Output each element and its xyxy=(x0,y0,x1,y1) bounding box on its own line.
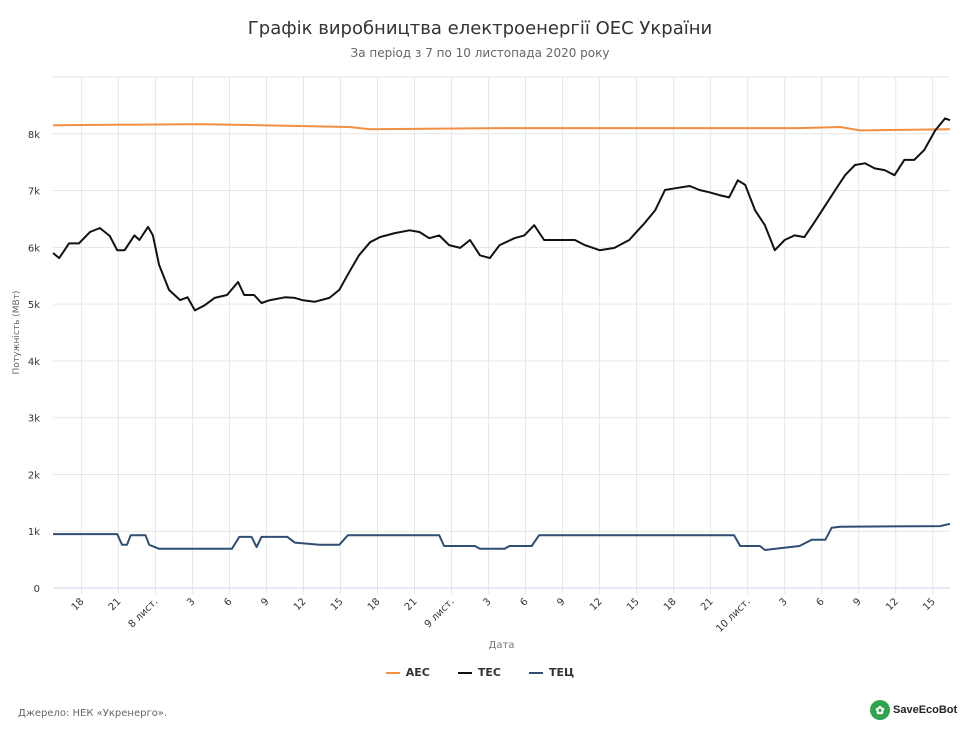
y-tick-label: 2k xyxy=(28,470,40,481)
x-tick-label: 9 лист. xyxy=(423,596,457,630)
x-tick-label: 21 xyxy=(699,596,716,613)
chart-subtitle: За період з 7 по 10 листопада 2020 року xyxy=(350,46,610,60)
legend-item-aes[interactable]: АЕС xyxy=(385,666,430,679)
y-tick-label: 7k xyxy=(28,187,40,198)
chart-title: Графік виробництва електроенергії ОЕС Ук… xyxy=(247,18,713,39)
y-tick-label: 4k xyxy=(28,357,40,368)
y-tick-label: 3k xyxy=(28,414,40,425)
x-tick-label: 15 xyxy=(625,596,642,613)
x-tick-label: 8 лист. xyxy=(127,596,161,630)
x-tick-label: 3 xyxy=(481,596,493,608)
x-tick-label: 18 xyxy=(366,596,383,613)
legend: АЕС ТЕС ТЕЦ xyxy=(0,666,960,679)
x-tick-label: 12 xyxy=(292,596,309,613)
series-line-ТЕС xyxy=(52,117,951,312)
legend-swatch xyxy=(385,671,400,674)
y-tick-label: 0 xyxy=(34,584,40,595)
legend-swatch xyxy=(457,671,472,674)
x-tick-label: 9 xyxy=(555,596,567,608)
legend-label: ТЕС xyxy=(477,666,501,679)
x-tick-label: 21 xyxy=(107,596,124,613)
legend-label: ТЕЦ xyxy=(548,666,575,679)
x-tick-label: 12 xyxy=(884,596,901,613)
x-tick-label: 21 xyxy=(403,596,420,613)
y-axis-title: Потужність (МВт) xyxy=(12,291,22,375)
x-tick-label: 15 xyxy=(921,596,938,613)
source-note: Джерело: НЕК «Укренерго». xyxy=(18,708,168,719)
x-tick-label: 9 xyxy=(259,596,271,608)
legend-swatch xyxy=(528,671,543,674)
y-tick-label: 5k xyxy=(28,300,40,311)
x-tick-label: 6 xyxy=(518,596,530,608)
y-tick-label: 1k xyxy=(28,527,40,538)
x-tick-label: 15 xyxy=(329,596,346,613)
leaf-icon: ✿ xyxy=(870,700,890,720)
legend-item-tes[interactable]: ТЕС xyxy=(457,666,501,679)
x-tick-label: 6 xyxy=(222,596,234,608)
legend-label: АЕС xyxy=(405,666,430,679)
x-tick-label: 9 xyxy=(852,596,864,608)
y-tick-label: 6k xyxy=(28,243,40,254)
x-tick-label: 12 xyxy=(588,596,605,613)
x-axis-title: Дата xyxy=(489,640,515,651)
x-tick-label: 10 лист. xyxy=(714,596,752,634)
series-line-АЕС xyxy=(52,123,951,132)
x-tick-label: 18 xyxy=(70,596,87,613)
x-tick-label: 3 xyxy=(185,596,197,608)
y-tick-label: 8k xyxy=(28,130,40,141)
series-line-ТЕЦ xyxy=(53,522,951,551)
saveecobot-logo: ✿ SaveEcoBot xyxy=(870,700,957,720)
x-tick-label: 3 xyxy=(778,596,790,608)
x-tick-label: 6 xyxy=(815,596,827,608)
legend-item-tets[interactable]: ТЕЦ xyxy=(528,666,575,679)
logo-text: SaveEcoBot xyxy=(893,704,958,716)
x-tick-label: 18 xyxy=(662,596,679,613)
